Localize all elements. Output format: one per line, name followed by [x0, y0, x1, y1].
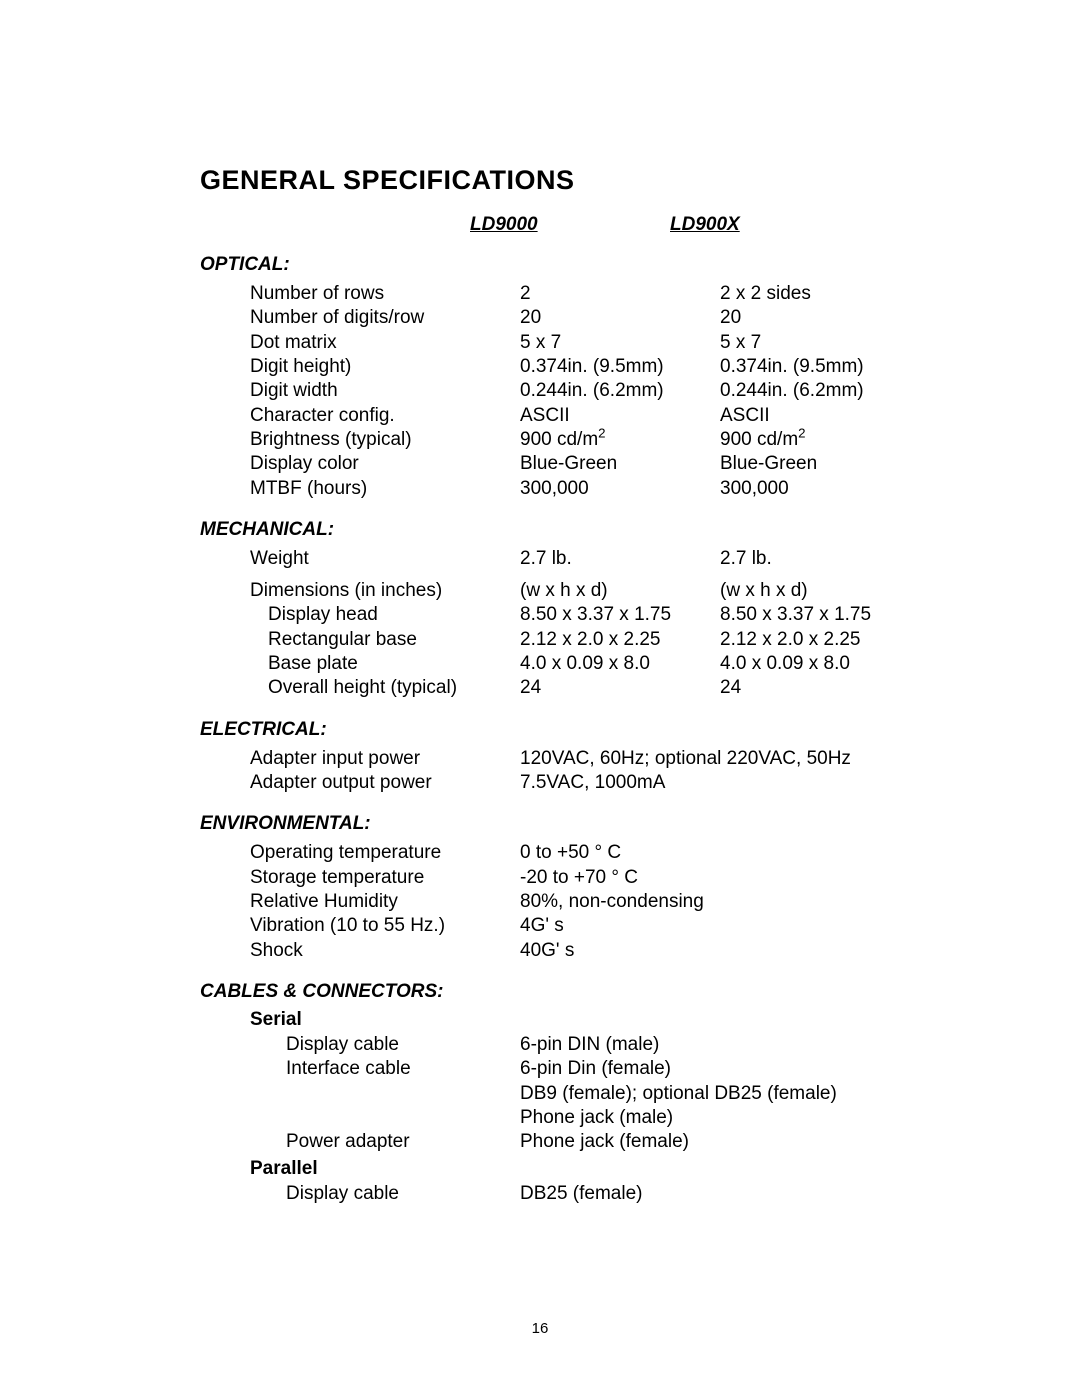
- spec-value-b: 2 x 2 sides: [720, 282, 920, 306]
- mechanical-weight: Weight 2.7 lb. 2.7 lb.: [250, 547, 945, 571]
- spec-label: Power adapter: [286, 1130, 520, 1154]
- spec-value-a: 8.50 x 3.37 x 1.75: [520, 603, 720, 627]
- environmental-rows: Operating temperature0 to +50 ° CStorage…: [250, 841, 945, 963]
- spec-label: Vibration (10 to 55 Hz.): [250, 914, 520, 938]
- spec-value-a: Phone jack (male): [520, 1106, 920, 1130]
- product-header-row: LD9000 LD900X: [470, 214, 945, 236]
- mechanical-dims-header: Dimensions (in inches) (w x h x d) (w x …: [250, 579, 945, 603]
- spec-label: Adapter input power: [250, 747, 520, 771]
- spec-value-a: 5 x 7: [520, 331, 720, 355]
- spec-label: Number of digits/row: [250, 306, 520, 330]
- section-heading-mechanical: MECHANICAL:: [200, 519, 945, 541]
- spec-label: Operating temperature: [250, 841, 520, 865]
- spec-label: Dot matrix: [250, 331, 520, 355]
- spec-value-a: 300,000: [520, 477, 720, 501]
- spec-value-a: Phone jack (female): [520, 1130, 920, 1154]
- page-number: 16: [0, 1320, 1080, 1337]
- electrical-rows: Adapter input power120VAC, 60Hz; optiona…: [250, 747, 945, 796]
- spec-value-b: 300,000: [720, 477, 920, 501]
- spec-label: Display cable: [286, 1182, 520, 1206]
- spec-label: Base plate: [268, 652, 520, 676]
- spec-value-a: 24: [520, 676, 720, 700]
- spec-value-b: 8.50 x 3.37 x 1.75: [720, 603, 920, 627]
- spec-label: Adapter output power: [250, 771, 520, 795]
- spec-value-a: 4G' s: [520, 914, 920, 938]
- spec-label: Number of rows: [250, 282, 520, 306]
- spec-value-a: 120VAC, 60Hz; optional 220VAC, 50Hz: [520, 747, 920, 771]
- spec-value-b: ASCII: [720, 404, 920, 428]
- spec-value-b: (w x h x d): [720, 579, 920, 603]
- spec-value-a: 20: [520, 306, 720, 330]
- mechanical-dims-rows: Display head8.50 x 3.37 x 1.758.50 x 3.3…: [268, 603, 945, 700]
- spec-value-a: 7.5VAC, 1000mA: [520, 771, 920, 795]
- spec-value-b: 0.244in. (6.2mm): [720, 379, 920, 403]
- spec-label: Relative Humidity: [250, 890, 520, 914]
- spec-value-b: 0.374in. (9.5mm): [720, 355, 920, 379]
- spec-value-b: 2.12 x 2.0 x 2.25: [720, 628, 920, 652]
- spec-label: [286, 1082, 520, 1106]
- spec-value-a: 2.12 x 2.0 x 2.25: [520, 628, 720, 652]
- spec-label: Character config.: [250, 404, 520, 428]
- spec-value-a: 2: [520, 282, 720, 306]
- spec-value-a: 6-pin Din (female): [520, 1057, 920, 1081]
- spec-label: Shock: [250, 939, 520, 963]
- header-ld900x: LD900X: [670, 214, 870, 236]
- spec-value-b: 4.0 x 0.09 x 8.0: [720, 652, 920, 676]
- spec-value-b: 5 x 7: [720, 331, 920, 355]
- spec-value-a: 0.244in. (6.2mm): [520, 379, 720, 403]
- page-title: GENERAL SPECIFICATIONS: [200, 165, 945, 196]
- section-heading-optical: OPTICAL:: [200, 254, 945, 276]
- subheading-parallel: Parallel: [250, 1158, 945, 1180]
- spec-value-b: 900 cd/m2: [720, 428, 920, 452]
- optical-rows: Number of rows22 x 2 sides Number of digi…: [250, 282, 945, 501]
- spec-label: Overall height (typical): [268, 676, 520, 700]
- header-ld9000: LD9000: [470, 214, 670, 236]
- spec-value-a: DB9 (female); optional DB25 (female): [520, 1082, 920, 1106]
- spec-label: Dimensions (in inches): [250, 579, 520, 603]
- spec-value-a: 80%, non-condensing: [520, 890, 920, 914]
- subheading-serial: Serial: [250, 1009, 945, 1031]
- spec-label: Display head: [268, 603, 520, 627]
- spec-label: Interface cable: [286, 1057, 520, 1081]
- spec-value-a: 0 to +50 ° C: [520, 841, 920, 865]
- section-heading-environmental: ENVIRONMENTAL:: [200, 813, 945, 835]
- spec-value-b: 2.7 lb.: [720, 547, 920, 571]
- section-heading-electrical: ELECTRICAL:: [200, 719, 945, 741]
- spec-value-a: Blue-Green: [520, 452, 720, 476]
- spec-value-a: 0.374in. (9.5mm): [520, 355, 720, 379]
- spec-value-a: ASCII: [520, 404, 720, 428]
- spec-label: Rectangular base: [268, 628, 520, 652]
- spec-value-b: Blue-Green: [720, 452, 920, 476]
- parallel-rows: Display cableDB25 (female): [286, 1182, 945, 1206]
- spec-value-a: DB25 (female): [520, 1182, 920, 1206]
- spec-value-a: 40G' s: [520, 939, 920, 963]
- spec-value-a: 2.7 lb.: [520, 547, 720, 571]
- section-heading-cables: CABLES & CONNECTORS:: [200, 981, 945, 1003]
- spec-label: MTBF (hours): [250, 477, 520, 501]
- spec-value-a: -20 to +70 ° C: [520, 866, 920, 890]
- spec-label: Weight: [250, 547, 520, 571]
- spec-label: Display color: [250, 452, 520, 476]
- spec-value-a: 900 cd/m2: [520, 428, 720, 452]
- spec-label: Storage temperature: [250, 866, 520, 890]
- spec-value-a: 6-pin DIN (male): [520, 1033, 920, 1057]
- spec-label: [286, 1106, 520, 1130]
- spec-value-a: (w x h x d): [520, 579, 720, 603]
- spec-label: Digit width: [250, 379, 520, 403]
- spec-value-a: 4.0 x 0.09 x 8.0: [520, 652, 720, 676]
- spec-value-b: 24: [720, 676, 920, 700]
- spec-label: Display cable: [286, 1033, 520, 1057]
- serial-rows: Display cable6-pin DIN (male)Interface c…: [286, 1033, 945, 1155]
- spec-label: Brightness (typical): [250, 428, 520, 452]
- spec-label: Digit height): [250, 355, 520, 379]
- spec-value-b: 20: [720, 306, 920, 330]
